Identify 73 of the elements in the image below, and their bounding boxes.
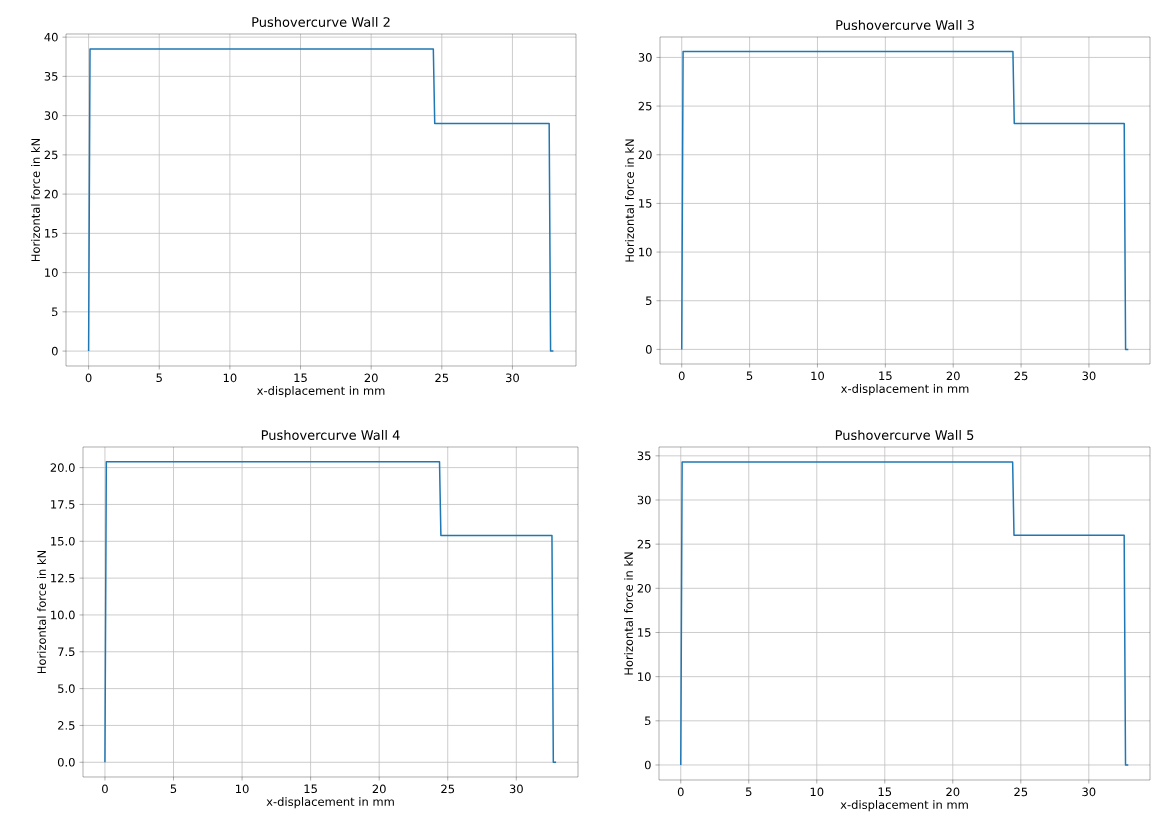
y-tick-label: 5 bbox=[52, 307, 58, 317]
x-tick-label: 20 bbox=[364, 373, 378, 383]
x-tick-label: 5 bbox=[156, 373, 162, 383]
x-tick-label: 10 bbox=[810, 787, 824, 797]
y-tick-label: 5 bbox=[646, 296, 652, 305]
y-axis-title: Horizontal force in kN bbox=[624, 552, 633, 675]
y-tick-label: 30 bbox=[637, 495, 651, 505]
y-tick-label: 0 bbox=[645, 345, 652, 354]
y-tick-label: 30 bbox=[638, 53, 652, 62]
x-tick-label: 10 bbox=[811, 371, 824, 381]
y-tick-label: 10 bbox=[639, 247, 652, 257]
y-tick-label: 0 bbox=[51, 346, 58, 356]
y-tick-label: 0 bbox=[644, 760, 651, 770]
x-tick-label: 10 bbox=[236, 784, 249, 794]
x-tick-label: 15 bbox=[304, 784, 317, 794]
y-tick-label: 5.0 bbox=[58, 684, 75, 693]
x-tick-label: 15 bbox=[294, 373, 307, 383]
y-tick-label: 25 bbox=[637, 539, 651, 549]
y-tick-label: 35 bbox=[44, 72, 58, 81]
y-tick-label: 5 bbox=[645, 716, 651, 726]
y-tick-label: 10.0 bbox=[51, 610, 75, 620]
y-axis-title: Horizontal force in kN bbox=[37, 550, 46, 674]
chart-title: Pushovercurve Wall 2 bbox=[252, 16, 390, 27]
y-axis-title: Horizontal force in kN bbox=[31, 138, 40, 262]
y-axis-title: Horizontal force in kN bbox=[625, 139, 634, 262]
x-tick-label: 0 bbox=[85, 373, 92, 383]
x-axis-title: x-displacement in mm bbox=[257, 386, 385, 398]
x-tick-label: 5 bbox=[170, 784, 177, 794]
chart-title: Pushovercurve Wall 4 bbox=[261, 429, 400, 440]
y-tick-label: 2.5 bbox=[58, 721, 75, 730]
x-tick-label: 0 bbox=[102, 784, 108, 794]
y-tick-label: 15 bbox=[45, 229, 58, 238]
x-tick-label: 15 bbox=[878, 787, 892, 797]
y-tick-label: 10 bbox=[638, 672, 651, 681]
chart-title: Pushovercurve Wall 5 bbox=[835, 429, 974, 440]
y-tick-label: 10 bbox=[45, 268, 58, 277]
y-tick-label: 15 bbox=[638, 628, 651, 637]
x-tick-label: 25 bbox=[435, 373, 449, 383]
x-tick-label: 20 bbox=[946, 787, 960, 797]
x-tick-label: 5 bbox=[746, 787, 752, 797]
y-tick-label: 7.5 bbox=[58, 647, 75, 657]
y-tick-label: 15 bbox=[639, 199, 652, 208]
y-tick-label: 15.0 bbox=[51, 536, 75, 546]
y-tick-label: 25 bbox=[44, 150, 58, 160]
x-tick-label: 0 bbox=[678, 371, 685, 381]
x-tick-label: 20 bbox=[946, 371, 960, 381]
chart-title: Pushovercurve Wall 3 bbox=[836, 19, 974, 30]
x-tick-label: 10 bbox=[223, 373, 237, 383]
y-tick-label: 20 bbox=[44, 189, 58, 199]
y-tick-label: 30 bbox=[44, 111, 58, 120]
y-tick-label: 12.5 bbox=[51, 573, 75, 583]
x-tick-label: 5 bbox=[746, 371, 753, 381]
x-tick-label: 15 bbox=[879, 371, 892, 381]
y-tick-label: 35 bbox=[637, 451, 651, 461]
x-tick-label: 25 bbox=[1014, 787, 1028, 797]
x-tick-label: 0 bbox=[677, 787, 684, 797]
y-tick-label: 20 bbox=[637, 583, 651, 593]
x-axis-title: x-displacement in mm bbox=[841, 384, 969, 396]
y-tick-label: 0.0 bbox=[57, 757, 75, 767]
y-tick-label: 40 bbox=[44, 32, 58, 42]
x-axis-title: x-displacement in mm bbox=[840, 800, 968, 812]
x-tick-label: 30 bbox=[509, 784, 523, 794]
y-tick-label: 17.5 bbox=[51, 500, 75, 509]
x-tick-label: 25 bbox=[1014, 371, 1028, 381]
y-tick-label: 20 bbox=[638, 150, 652, 160]
x-tick-label: 25 bbox=[441, 784, 455, 794]
y-tick-label: 20.0 bbox=[50, 463, 75, 472]
x-tick-label: 30 bbox=[505, 373, 519, 383]
y-tick-label: 25 bbox=[638, 101, 652, 111]
x-tick-label: 30 bbox=[1082, 787, 1096, 797]
x-axis-title: x-displacement in mm bbox=[266, 797, 394, 809]
x-tick-label: 30 bbox=[1082, 371, 1096, 381]
x-tick-label: 20 bbox=[372, 784, 386, 794]
